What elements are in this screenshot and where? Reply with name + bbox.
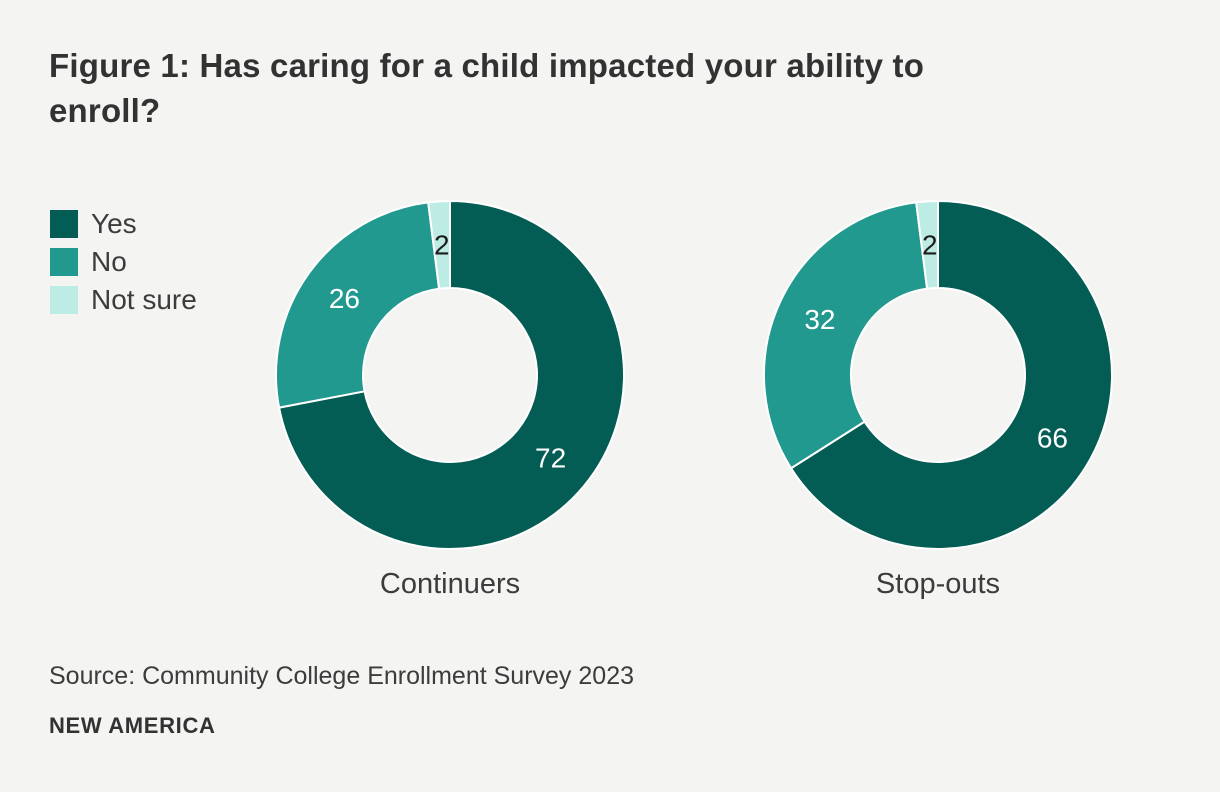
slice-value-label-not-sure: 2 (434, 229, 450, 260)
source-note: Source: Community College Enrollment Sur… (49, 662, 634, 690)
legend-swatch-no (50, 248, 78, 276)
slice-value-label-yes: 72 (535, 443, 566, 474)
legend: Yes No Not sure (50, 210, 197, 314)
legend-swatch-yes (50, 210, 78, 238)
brand-wordmark: NEW AMERICA (49, 713, 216, 738)
legend-label-not-sure: Not sure (91, 284, 197, 315)
legend-label-no: No (91, 246, 127, 277)
donut-stop-outs-svg: 66 32 2 (763, 199, 1114, 550)
chart-category-label-continuers: Continuers (379, 568, 521, 600)
legend-swatch-not-sure (50, 286, 78, 314)
legend-item-not-sure: Not sure (50, 286, 197, 314)
donut-chart-stop-outs: 66 32 2 Stop-outs (758, 195, 1118, 615)
slice-value-label-no: 32 (804, 304, 835, 335)
donut-continuers-svg: 72 26 2 (274, 199, 625, 550)
legend-label-yes: Yes (91, 208, 137, 239)
slice-value-label-no: 26 (329, 283, 360, 314)
donut-slice-yes (278, 200, 625, 550)
slice-value-label-not-sure: 2 (922, 229, 938, 260)
legend-item-no: No (50, 248, 197, 276)
donut-slice-no (274, 201, 441, 409)
slice-value-label-yes: 66 (1037, 422, 1068, 453)
figure-title: Figure 1: Has caring for a child impacte… (49, 47, 925, 129)
donut-slice-yes (790, 200, 1114, 550)
donut-chart-continuers: 72 26 2 Continuers (270, 195, 630, 615)
chart-category-label-stop-outs: Stop-outs (875, 568, 1001, 600)
donut-slice-not-sure (915, 199, 939, 290)
donut-slice-no (763, 201, 929, 470)
donut-slice-not-sure (427, 199, 451, 290)
legend-item-yes: Yes (50, 210, 197, 238)
